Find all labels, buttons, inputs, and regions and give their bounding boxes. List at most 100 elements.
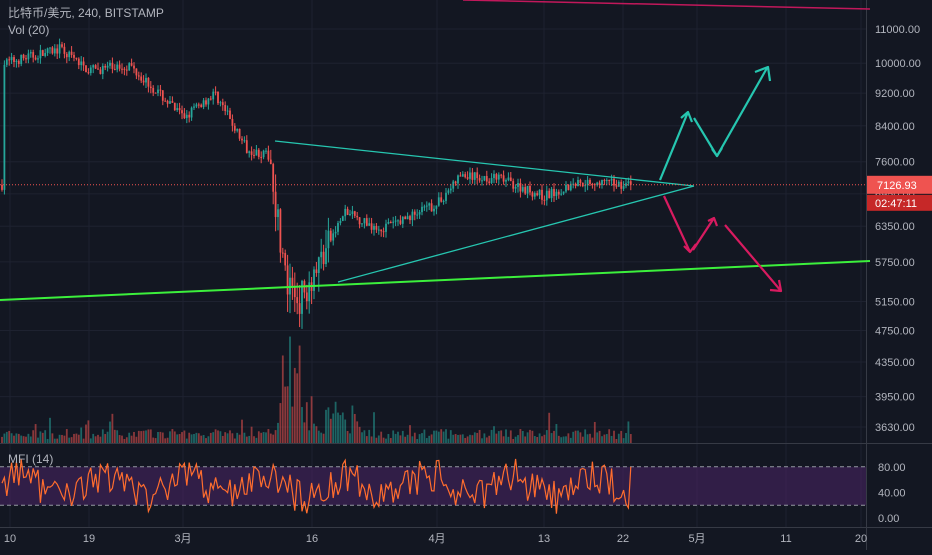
bullish-arrow-head (680, 110, 694, 123)
volume-bar (13, 435, 15, 443)
candle-body (365, 218, 368, 226)
volume-bar (615, 438, 618, 443)
volume-bar (176, 434, 179, 443)
volume-bar (485, 437, 488, 443)
candle-body (190, 107, 193, 118)
volume-bar (68, 437, 71, 443)
volume-bar (289, 336, 291, 443)
volume-bar (209, 432, 212, 443)
volume-bar (310, 396, 313, 443)
candle-body (53, 48, 56, 54)
volume-bar (502, 436, 505, 443)
candle-body (627, 181, 630, 184)
volume-bar (269, 433, 272, 443)
volume-bar (255, 437, 258, 443)
candle-body (411, 211, 414, 221)
candle-body (555, 191, 558, 197)
bearish-arrow-head (769, 279, 783, 293)
volume-bar (125, 437, 128, 443)
volume-bar (164, 438, 167, 443)
volume-indicator-label[interactable]: Vol (20) (8, 23, 50, 37)
volume-bar (505, 429, 507, 443)
candle-body (173, 102, 176, 110)
volume-bar (161, 432, 164, 443)
volume-bar (253, 436, 255, 443)
candle-body (598, 182, 601, 185)
candle-body (128, 63, 131, 71)
candle-body (135, 68, 138, 76)
volume-bar (3, 433, 6, 443)
candle-body (478, 178, 481, 181)
candle-body (301, 280, 303, 314)
volume-bar (293, 367, 296, 443)
volume-bar (188, 432, 191, 443)
volume-bar (56, 438, 59, 443)
price-tick-label: 8400.00 (875, 121, 915, 133)
time-tick-label: 20 (855, 533, 867, 545)
candle-body (125, 69, 128, 71)
candle-body (207, 98, 210, 105)
candle-body (622, 186, 625, 189)
candle-body (205, 100, 207, 105)
candle-body (61, 44, 63, 47)
volume-bar (257, 431, 260, 443)
resistance-trendline (462, 0, 871, 10)
volume-bar (8, 430, 11, 443)
volume-bar (610, 435, 613, 443)
volume-bar (272, 434, 275, 443)
candle-body (329, 230, 332, 241)
candle-body (291, 277, 294, 288)
volume-bar (80, 427, 83, 443)
candle-body (200, 104, 203, 108)
volume-bar (147, 429, 150, 443)
volume-bar (329, 418, 332, 443)
candle-body (92, 65, 95, 68)
volume-bar (562, 436, 565, 443)
candle-body (368, 223, 371, 226)
volume-bar (207, 436, 210, 443)
volume-bar (25, 436, 27, 443)
candle-body (17, 60, 20, 64)
candle-body (15, 60, 18, 62)
volume-bar (145, 430, 147, 443)
volume-bar (449, 430, 452, 443)
candle-body (195, 104, 198, 107)
volume-bar (389, 438, 392, 443)
volume-bar (5, 431, 8, 443)
volume-bar (109, 421, 111, 443)
volume-bar (541, 436, 543, 443)
candle-body (375, 226, 378, 230)
candle-body (569, 183, 572, 191)
candle-body (531, 192, 534, 197)
candle-body (185, 114, 188, 119)
volume-bar (97, 434, 99, 443)
time-tick-label: 10 (4, 533, 16, 545)
candle-body (358, 217, 361, 225)
candle-body (188, 114, 191, 118)
volume-bar (339, 415, 342, 443)
candle-body (296, 297, 299, 304)
candle-body (281, 252, 284, 254)
volume-bar (332, 413, 335, 443)
exchange-label: BITSTAMP (104, 6, 164, 20)
candle-body (440, 197, 443, 202)
volume-bar (39, 431, 42, 443)
volume-bar (380, 431, 383, 443)
volume-bar (387, 433, 390, 443)
candle-body (605, 179, 608, 181)
volume-bar (157, 431, 159, 443)
time-tick-label: 19 (83, 533, 95, 545)
mfi-indicator-label[interactable]: MFI (14) (8, 452, 54, 466)
volume-bar (27, 433, 30, 443)
volume-bar (495, 433, 498, 443)
candle-body (481, 180, 483, 182)
candle-body (315, 269, 318, 274)
volume-bar (421, 433, 423, 443)
candle-body (377, 229, 380, 231)
candle-body (351, 211, 354, 214)
volume-bar (598, 430, 601, 443)
candle-body (557, 191, 560, 195)
